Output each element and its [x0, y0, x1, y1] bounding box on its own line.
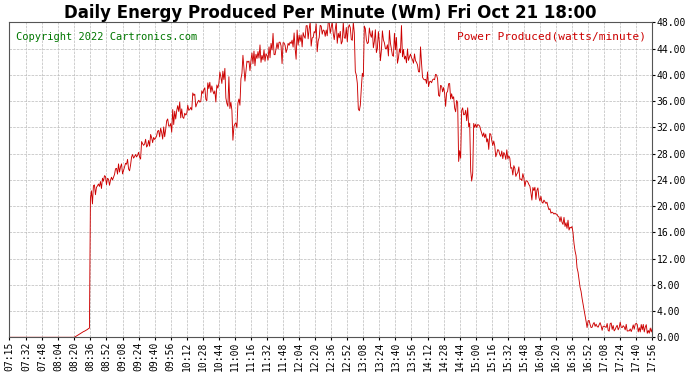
Title: Daily Energy Produced Per Minute (Wm) Fri Oct 21 18:00: Daily Energy Produced Per Minute (Wm) Fr…	[64, 4, 597, 22]
Text: Copyright 2022 Cartronics.com: Copyright 2022 Cartronics.com	[16, 32, 197, 42]
Text: Power Produced(watts/minute): Power Produced(watts/minute)	[457, 32, 646, 42]
